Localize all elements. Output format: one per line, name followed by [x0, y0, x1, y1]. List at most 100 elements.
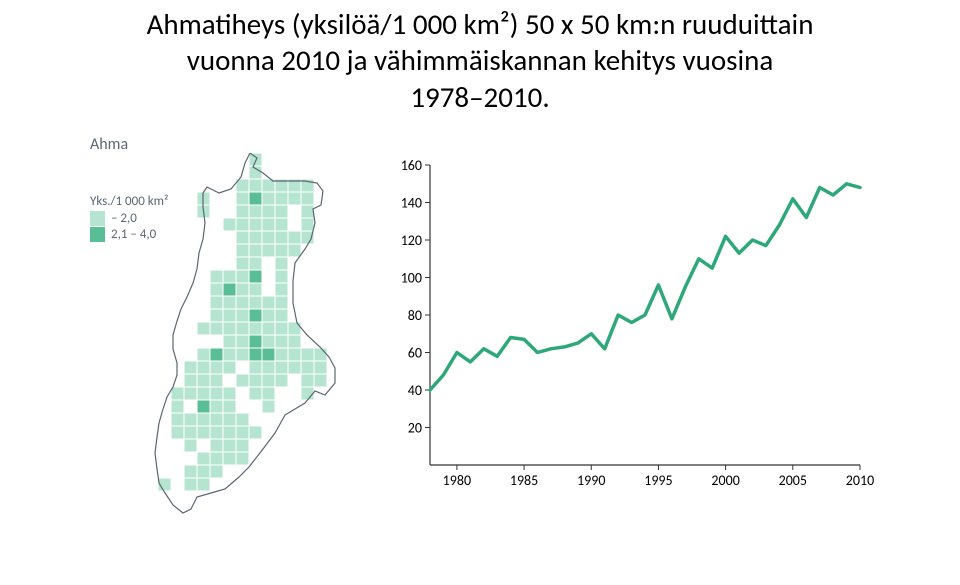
map-cell	[275, 283, 288, 296]
map-cell	[236, 452, 249, 465]
map-cell	[210, 283, 223, 296]
map-cell	[249, 374, 262, 387]
map-cell	[275, 231, 288, 244]
title-line3: 1978–2010.	[410, 79, 549, 115]
map-cell	[223, 387, 236, 400]
map-cell	[236, 426, 249, 439]
trend-line	[430, 184, 860, 390]
map-cell	[236, 192, 249, 205]
map-cell	[249, 348, 262, 361]
map-cell	[301, 205, 314, 218]
map-cell	[197, 413, 210, 426]
map-cell	[236, 231, 249, 244]
map-cell	[249, 270, 262, 283]
map-cell	[236, 218, 249, 231]
map-cell	[171, 413, 184, 426]
map-cell	[249, 335, 262, 348]
y-tick-label: 80	[408, 307, 422, 324]
map-cell	[262, 192, 275, 205]
map-cell	[275, 205, 288, 218]
map-cell	[249, 387, 262, 400]
map-cell	[223, 439, 236, 452]
map-panel: Ahma Yks./1 000 km² – 2,0 2,1 – 4,0	[90, 135, 370, 565]
map-cell	[197, 387, 210, 400]
map-cell	[223, 309, 236, 322]
y-tick-label: 20	[408, 419, 422, 436]
map-cell	[236, 413, 249, 426]
map-cell	[249, 296, 262, 309]
map-cell	[314, 361, 327, 374]
map-cell	[184, 426, 197, 439]
map-cell	[184, 361, 197, 374]
map-cell	[262, 205, 275, 218]
map-cell	[249, 192, 262, 205]
map-cell	[275, 348, 288, 361]
map-cell	[197, 348, 210, 361]
map-cell	[223, 218, 236, 231]
map-cell	[262, 400, 275, 413]
title-line1: Ahmatiheys (yksilöä/1 000 km²) 50 x 50 k…	[147, 6, 814, 42]
map-cell	[301, 387, 314, 400]
map-cell	[275, 374, 288, 387]
x-tick-label: 1995	[644, 472, 672, 489]
map-cell	[210, 387, 223, 400]
map-cell	[262, 335, 275, 348]
map-cell	[275, 335, 288, 348]
map-cell	[288, 322, 301, 335]
map-cell	[223, 426, 236, 439]
map-cell	[275, 270, 288, 283]
y-tick-label: 40	[408, 382, 422, 399]
population-trend-chart: 2040608010012014016019801985199019952000…	[375, 155, 885, 515]
map-cell	[197, 426, 210, 439]
map-cell	[197, 478, 210, 491]
map-cell	[301, 361, 314, 374]
x-tick-label: 1980	[443, 472, 471, 489]
map-cell	[197, 374, 210, 387]
map-cell	[314, 348, 327, 361]
map-cell	[249, 283, 262, 296]
map-cell	[301, 192, 314, 205]
map-cell	[223, 283, 236, 296]
map-cell	[288, 231, 301, 244]
map-cell	[275, 257, 288, 270]
chart-panel: 2040608010012014016019801985199019952000…	[375, 155, 885, 555]
map-cell	[197, 452, 210, 465]
map-cell	[275, 361, 288, 374]
legend-label-0: – 2,0	[111, 211, 137, 226]
map-cell	[223, 270, 236, 283]
map-cell	[262, 387, 275, 400]
map-cell	[249, 231, 262, 244]
map-cell	[236, 296, 249, 309]
map-cell	[262, 361, 275, 374]
map-cell	[275, 322, 288, 335]
map-cell	[288, 244, 301, 257]
map-cell	[262, 309, 275, 322]
map-cell	[249, 179, 262, 192]
map-cell	[249, 322, 262, 335]
map-cell	[223, 322, 236, 335]
y-tick-label: 60	[408, 344, 422, 361]
x-tick-label: 1985	[510, 472, 538, 489]
map-cell	[197, 465, 210, 478]
map-cell	[223, 348, 236, 361]
map-cell	[275, 218, 288, 231]
map-cell	[171, 400, 184, 413]
map-title: Ahma	[90, 135, 370, 154]
map-cell	[171, 426, 184, 439]
map-cell	[236, 374, 249, 387]
x-tick-label: 1990	[577, 472, 605, 489]
map-cell	[236, 348, 249, 361]
map-cell	[288, 335, 301, 348]
map-cell	[184, 374, 197, 387]
map-cell	[210, 270, 223, 283]
map-cell	[275, 296, 288, 309]
map-cell	[184, 413, 197, 426]
y-tick-label: 160	[401, 157, 422, 174]
map-cell	[249, 257, 262, 270]
map-cell	[210, 413, 223, 426]
map-cell	[210, 452, 223, 465]
map-cell	[236, 244, 249, 257]
map-cell	[262, 218, 275, 231]
map-cell	[210, 322, 223, 335]
map-cell	[314, 374, 327, 387]
